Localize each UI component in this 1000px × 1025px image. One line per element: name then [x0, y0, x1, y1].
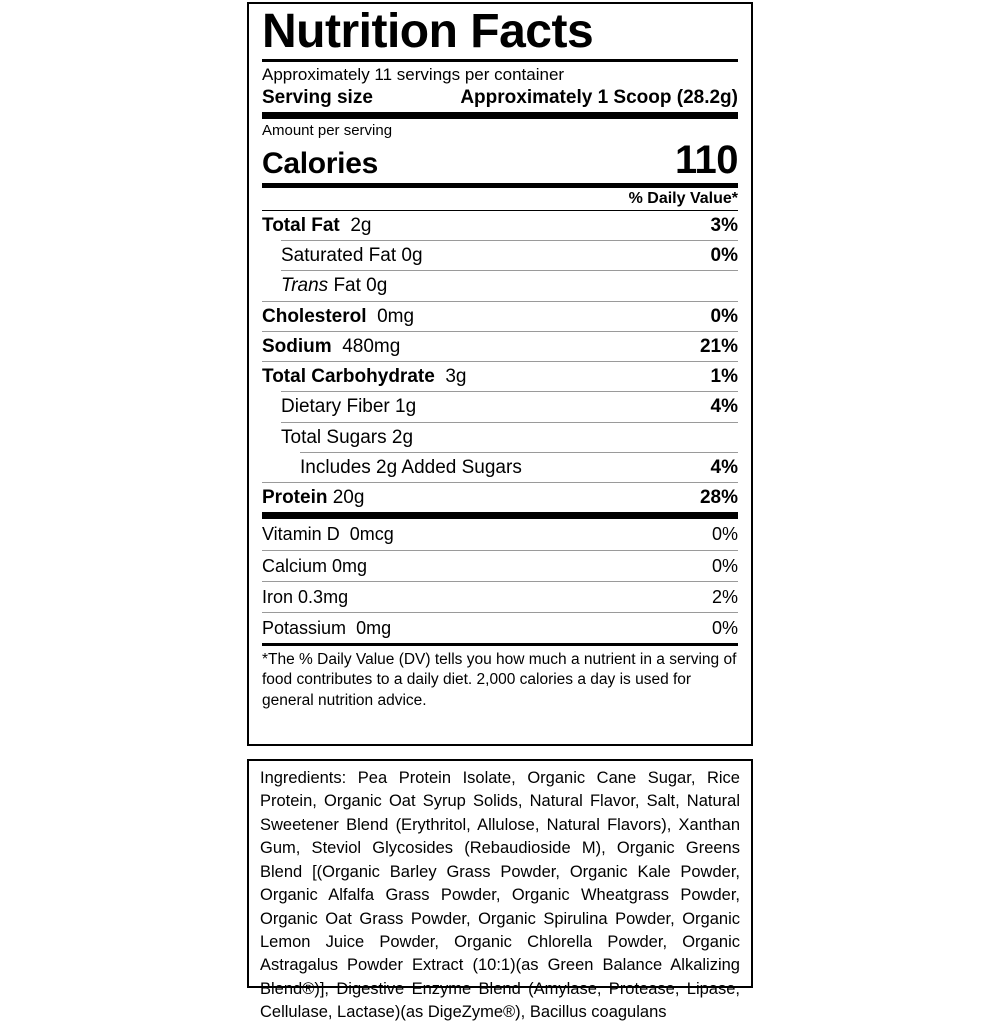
- nutrient-percent: 0%: [710, 245, 738, 267]
- micronutrient-name: Iron: [262, 586, 294, 607]
- micronutrient-amount: 0.3mg: [298, 586, 349, 607]
- row-divider: [281, 421, 738, 423]
- nutrient-row-total-carbohydrate: Total Carbohydrate 3g 1%: [262, 362, 738, 391]
- nutrient-amount: 480mg: [342, 335, 401, 357]
- amount-per-serving-label: Amount per serving: [262, 121, 393, 139]
- nutrient-percent: 4%: [710, 396, 738, 418]
- row-divider: [281, 240, 738, 242]
- nutrient-percent: 4%: [710, 456, 738, 478]
- nutrient-row-protein: Protein 20g 28%: [262, 483, 738, 512]
- row-divider: [262, 549, 738, 551]
- protein-thick-divider: [262, 512, 738, 520]
- micronutrient-row-calcium: Calcium 0mg 0%: [262, 551, 738, 581]
- nutrient-amount: 2g: [350, 214, 372, 236]
- nutrient-amount: 2g: [391, 426, 414, 448]
- nutrient-name: Includes 2g Added Sugars: [300, 456, 522, 478]
- nutrient-name: Protein: [262, 487, 328, 509]
- row-divider: [262, 611, 738, 613]
- footnote-divider: [262, 643, 738, 647]
- calories-value: 110: [674, 137, 739, 182]
- page-title: Nutrition Facts: [262, 5, 594, 58]
- nutrient-amount: 0g: [401, 245, 423, 267]
- nutrient-row-sodium: Sodium 480mg 21%: [262, 332, 738, 361]
- nutrient-percent: 3%: [710, 214, 738, 236]
- nutrient-amount: 1g: [395, 396, 417, 418]
- micronutrient-percent: 0%: [711, 524, 738, 545]
- row-divider: [262, 330, 738, 332]
- micronutrient-percent: 2%: [711, 586, 738, 607]
- nutrient-name: Cholesterol: [262, 305, 367, 327]
- nutrient-name: Total Carbohydrate: [262, 366, 435, 388]
- ingredients-text: Ingredients: Pea Protein Isolate, Organi…: [260, 769, 740, 1022]
- micronutrient-name: Calcium: [262, 555, 328, 576]
- nutrient-amount: Fat 0g: [333, 275, 388, 297]
- nutrient-percent: 21%: [699, 335, 738, 357]
- nutrient-row-dietary-fiber: Dietary Fiber 1g 4%: [262, 392, 738, 421]
- nutrition-facts-panel: Nutrition Facts Approximately 11 serving…: [247, 2, 753, 746]
- nutrient-percent: 0%: [710, 305, 738, 327]
- row-divider: [281, 391, 738, 393]
- row-divider: [262, 482, 738, 484]
- serving-size-row: Serving size Approximately 1 Scoop (28.2…: [262, 86, 738, 112]
- micronutrient-row-vitamin-d: Vitamin D 0mcg 0%: [262, 519, 738, 549]
- daily-value-divider: [262, 209, 738, 211]
- nutrient-row-saturated-fat: Saturated Fat 0g 0%: [262, 241, 738, 270]
- micronutrient-row-iron: Iron 0.3mg 2%: [262, 582, 738, 612]
- micronutrient-amount: 0mg: [332, 555, 368, 576]
- daily-value-header: % Daily Value*: [628, 189, 738, 207]
- micronutrient-amount: 0mg: [356, 617, 392, 638]
- row-divider: [300, 451, 738, 453]
- nutrient-name: Sodium: [262, 335, 332, 357]
- micronutrient-percent: 0%: [711, 555, 738, 576]
- nutrition-label-page: Nutrition Facts Approximately 11 serving…: [247, 2, 753, 1022]
- nutrient-row-total-sugars: Total Sugars 2g: [262, 423, 738, 452]
- nutrient-amount: 3g: [445, 366, 467, 388]
- micronutrient-name: Potassium: [262, 617, 347, 638]
- nutrient-percent: 28%: [699, 487, 738, 509]
- micronutrient-name: Vitamin D: [262, 524, 340, 545]
- nutrient-percent: 1%: [710, 366, 738, 388]
- row-divider: [262, 300, 738, 302]
- micronutrient-amount: 0mcg: [349, 524, 394, 545]
- nutrient-row-trans-fat: Trans Fat 0g: [262, 271, 738, 300]
- nutrient-row-cholesterol: Cholesterol 0mg 0%: [262, 302, 738, 331]
- calories-divider: [262, 182, 738, 188]
- nutrient-name: Total Fat: [262, 214, 340, 236]
- row-divider: [262, 361, 738, 363]
- daily-value-footnote: *The % Daily Value (DV) tells you how mu…: [262, 651, 737, 709]
- calories-label: Calories: [262, 146, 378, 180]
- ingredients-panel: Ingredients: Pea Protein Isolate, Organi…: [247, 759, 753, 1021]
- row-divider: [262, 580, 738, 582]
- nutrient-amount: 0mg: [377, 305, 415, 327]
- micronutrient-row-potassium: Potassium 0mg 0%: [262, 613, 738, 643]
- nutrient-row-added-sugars: Includes 2g Added Sugars 4%: [262, 453, 738, 482]
- serving-size-label: Serving size: [262, 86, 373, 108]
- nutrient-amount: 20g: [332, 487, 365, 509]
- nutrient-row-total-fat: Total Fat 2g 3%: [262, 211, 738, 240]
- serving-size-thick-divider: [262, 111, 738, 119]
- micronutrient-percent: 0%: [711, 617, 738, 638]
- nutrient-name: Dietary Fiber: [281, 396, 390, 418]
- nutrient-name: Saturated Fat: [281, 245, 397, 267]
- servings-per-container: Approximately 11 servings per container: [262, 65, 565, 84]
- row-divider: [281, 270, 738, 272]
- nutrient-name: Trans: [281, 275, 329, 297]
- title-divider: [262, 59, 738, 62]
- serving-size-value: Approximately 1 Scoop (28.2g): [460, 86, 738, 108]
- calories-row: Calories 110: [262, 137, 739, 183]
- nutrient-name: Total Sugars: [281, 426, 387, 448]
